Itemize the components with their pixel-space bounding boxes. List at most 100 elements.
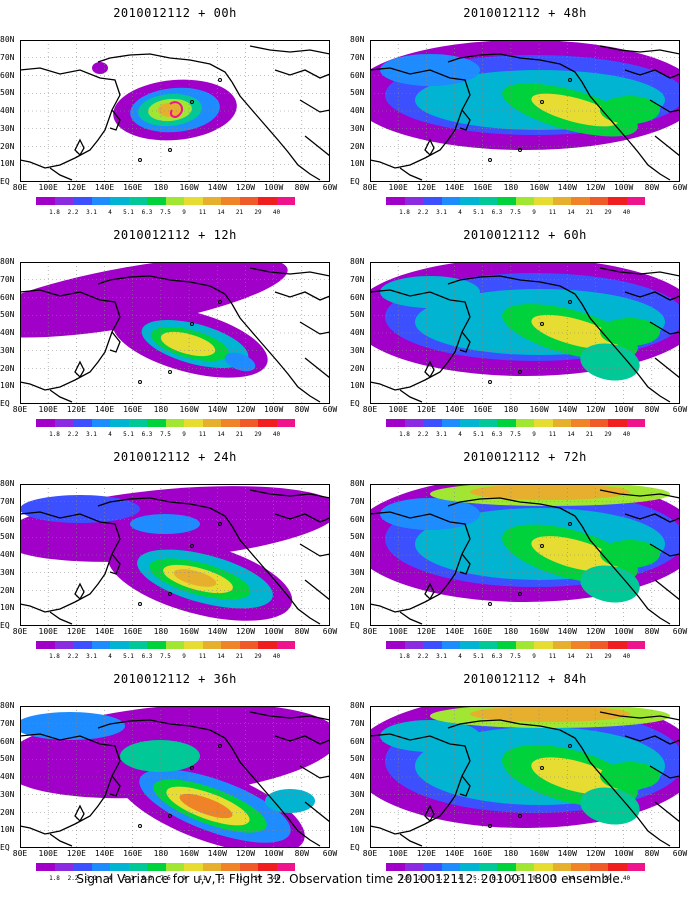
lon-label: 160E: [123, 849, 143, 858]
colorbar-label: 40: [272, 209, 281, 216]
island: [218, 522, 222, 526]
variance-contour: [130, 514, 200, 534]
variance-fill: [20, 262, 330, 404]
colorbar-swatch: [221, 641, 240, 649]
variance-contour: [531, 93, 619, 127]
lon-label: 120E: [66, 405, 86, 414]
lon-label: 180: [153, 183, 169, 192]
lon-label: 100E: [388, 183, 408, 192]
colorbar-swatch: [128, 863, 147, 871]
colorbar-label: 11: [548, 653, 557, 660]
island: [168, 814, 172, 818]
colorbar-swatch: [276, 419, 295, 427]
lat-label: 60N: [350, 292, 365, 302]
coastline: [20, 289, 121, 391]
lon-label: 140E: [94, 183, 115, 192]
lon-label: 100E: [388, 627, 408, 636]
colorbar-label: 29: [604, 209, 612, 216]
lon-label: 100E: [38, 627, 58, 636]
colorbar-label: 4: [108, 431, 112, 438]
lon-label: 160E: [473, 183, 493, 192]
lat-label: 60N: [0, 70, 15, 80]
lon-label: 60W: [322, 183, 338, 192]
lon-label: 60W: [322, 627, 338, 636]
lat-label: 70N: [350, 274, 365, 284]
lat-label: 80N: [0, 479, 15, 488]
colorbar-swatch: [441, 641, 460, 649]
lat-label: EQ: [0, 399, 10, 408]
colorbar-swatch: [571, 641, 590, 649]
coastline: [654, 579, 680, 601]
forecast-panel: 2010012112 + 48h 80N 70N 60N 50N 40N 30N 20N 10N…: [350, 0, 700, 222]
coastline: [274, 69, 330, 79]
coastline: [424, 138, 435, 157]
lat-label: 80N: [0, 257, 15, 266]
lon-label: 80W: [644, 849, 660, 858]
colorbar-swatch: [276, 641, 295, 649]
colorbar-label: 2.2: [67, 653, 79, 660]
coastline: [20, 733, 121, 835]
map-frame: [20, 40, 330, 182]
lat-label: 80N: [0, 35, 15, 44]
colorbar-label: 7.5: [160, 209, 171, 216]
lon-label: 140E: [94, 849, 115, 858]
lon-label: 120E: [66, 849, 86, 858]
lon-label: 100W: [613, 183, 634, 192]
coastline: [304, 579, 330, 601]
colorbar-swatch: [386, 863, 405, 871]
coastline: [649, 543, 680, 557]
coastline: [370, 511, 471, 613]
coastline: [581, 303, 671, 403]
colorbar-swatch: [36, 197, 55, 205]
colorbar-swatch: [258, 419, 277, 427]
variance-fill: [370, 262, 680, 404]
colorbar-swatch: [423, 641, 442, 649]
coastline: [370, 289, 471, 391]
coastline: [109, 553, 121, 575]
coastline: [581, 747, 671, 847]
colorbar-swatch: [54, 641, 73, 649]
lon-label: 140E: [94, 405, 115, 414]
colorbar-label: 14: [567, 431, 575, 438]
island: [168, 148, 172, 152]
colorbar-label: 14: [217, 875, 225, 882]
lon-label: 80E: [12, 183, 28, 192]
colorbar-swatch: [165, 641, 184, 649]
lon-label: 100E: [38, 183, 58, 192]
island: [190, 544, 194, 548]
lat-label: 80N: [350, 701, 365, 710]
lon-label: 180: [503, 627, 519, 636]
colorbar-swatch: [165, 863, 184, 871]
lat-label: EQ: [0, 621, 10, 630]
colorbar-label: 3.1: [436, 653, 447, 660]
coastline: [274, 735, 330, 745]
variance-fill: [20, 40, 330, 182]
colorbar-label: 29: [254, 431, 262, 438]
colorbar-label: 40: [272, 653, 281, 660]
colorbar-swatch: [147, 419, 166, 427]
colorbar-swatch: [73, 863, 92, 871]
colorbar-swatch: [202, 863, 221, 871]
colorbar-label: 1.8: [49, 653, 60, 660]
variance-contour: [531, 314, 619, 350]
colorbar-swatch: [404, 197, 423, 205]
colorbar-swatch: [165, 419, 184, 427]
island: [168, 592, 172, 596]
lat-label: EQ: [350, 843, 360, 852]
lat-label: 20N: [0, 807, 15, 817]
lat-label: 10N: [0, 825, 15, 835]
forecast-panel: 2010012112 + 36h 80N 70N 60N 50N 40N 30N 20N 10N…: [0, 666, 350, 888]
lon-label: 120W: [235, 627, 256, 636]
lat-label: 10N: [350, 159, 365, 169]
figure-caption: Signal Variance for u,v,T. Flight 32. Ob…: [76, 872, 624, 886]
lon-label: 100W: [263, 183, 284, 192]
colorbar-swatch: [202, 197, 221, 205]
colorbar-swatch: [478, 197, 497, 205]
lat-label: 40N: [350, 106, 365, 115]
colorbar-swatch: [36, 641, 55, 649]
forecast-panel: 2010012112 + 72h 80N 70N 60N 50N 40N 30N 20N 10N…: [350, 444, 700, 666]
lon-label: 140W: [207, 405, 227, 414]
lon-label: 140E: [94, 627, 115, 636]
map-frame: [370, 484, 680, 626]
variance-contour: [20, 712, 125, 740]
